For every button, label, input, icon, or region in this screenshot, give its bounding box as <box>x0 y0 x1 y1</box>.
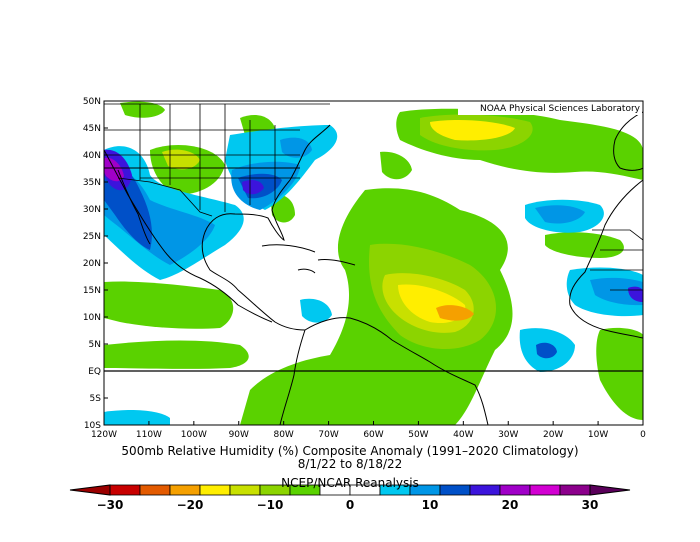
africa-borders <box>590 229 643 291</box>
coastline <box>104 149 273 323</box>
dry-anomaly-region <box>240 188 513 425</box>
lat-tick-label: 20N <box>83 259 101 269</box>
lon-tick-label: 70W <box>318 430 338 440</box>
lat-tick-label: 35N <box>83 178 101 188</box>
lon-tick-label: 90W <box>229 430 249 440</box>
lon-tick-label: 120W <box>91 430 117 440</box>
anomaly-field <box>104 101 643 425</box>
dry-anomaly-region <box>436 305 474 321</box>
lat-tick-label: 15N <box>83 286 101 296</box>
lon-tick-label: 40W <box>453 430 473 440</box>
lon-tick-label: 30W <box>498 430 518 440</box>
lon-tick-label: 20W <box>543 430 563 440</box>
colorbar-label: −30 <box>97 498 124 512</box>
lat-tick-label: 50N <box>83 97 101 107</box>
longitude-axis: 120W 110W 100W 90W 80W 70W 60W 50W 40W 30W 20W 10W 0 <box>91 421 646 440</box>
lat-tick-label: 25N <box>83 232 101 242</box>
dry-anomaly-region <box>545 232 624 258</box>
lat-tick-label: 40N <box>83 151 101 161</box>
dry-anomaly-region <box>162 149 200 170</box>
colorbar: −30 −20 −10 0 10 20 30 <box>69 484 631 512</box>
coastline <box>279 329 306 425</box>
dry-anomaly-region <box>104 281 234 329</box>
coastline <box>297 268 316 274</box>
moist-anomaly-region <box>300 298 332 323</box>
lat-tick-label: 5N <box>89 340 101 350</box>
lat-tick-label: EQ <box>88 367 101 377</box>
lon-tick-label: 110W <box>136 430 162 440</box>
lat-tick-label: 45N <box>83 124 101 134</box>
caption-dates: 8/1/22 to 8/18/22 <box>297 457 403 471</box>
dry-anomaly-region <box>596 327 643 420</box>
colorbar-label: 10 <box>422 498 439 512</box>
lon-tick-label: 100W <box>181 430 207 440</box>
lat-tick-label: 10N <box>83 313 101 323</box>
colorbar-min-arrow <box>69 484 111 496</box>
lat-tick-label: 5S <box>90 394 102 404</box>
coastlines <box>104 111 643 425</box>
state-lines <box>104 104 300 212</box>
coastline <box>569 179 643 339</box>
lon-tick-label: 60W <box>363 430 383 440</box>
moist-anomaly-region <box>242 180 264 195</box>
colorbar-label: −10 <box>257 498 284 512</box>
dry-anomaly-region <box>120 101 165 118</box>
dry-anomaly-region <box>104 340 249 369</box>
dry-anomaly-region <box>380 151 412 180</box>
dry-anomaly-region <box>430 120 515 141</box>
lon-tick-label: 80W <box>273 430 293 440</box>
latitude-axis: 50N 45N 40N 35N 30N 25N 20N 15N 10N 5N EQ 5S 10S <box>83 97 108 431</box>
colorbar-label: 20 <box>502 498 519 512</box>
lat-tick-label: 10S <box>84 421 101 431</box>
coastline <box>117 169 151 245</box>
coastline <box>304 317 489 425</box>
coastline <box>261 244 316 253</box>
moist-anomaly-region <box>590 277 643 306</box>
credit-background <box>458 102 642 115</box>
lon-tick-label: 0 <box>640 430 646 440</box>
credit-label: NOAA Physical Sciences Laboratory <box>480 104 641 114</box>
caption-title: 500mb Relative Humidity (%) Composite An… <box>121 444 579 458</box>
lon-tick-label: 50W <box>408 430 428 440</box>
colorbar-max-arrow <box>589 484 631 496</box>
caption-source: NCEP/NCAR Reanalysis <box>281 476 419 490</box>
coastline <box>317 259 356 266</box>
moist-anomaly-region <box>104 410 170 425</box>
colorbar-label: −20 <box>177 498 204 512</box>
coastline <box>613 111 643 171</box>
lat-tick-label: 30N <box>83 205 101 215</box>
coastline <box>201 124 331 331</box>
lon-tick-label: 10W <box>588 430 608 440</box>
boundaries <box>104 103 643 291</box>
us-mexico-border <box>117 177 213 217</box>
moist-anomaly-region <box>536 342 557 359</box>
colorbar-label: 30 <box>582 498 599 512</box>
moist-anomaly-region <box>628 286 643 302</box>
colorbar-label: 0 <box>346 498 354 512</box>
moist-anomaly-region <box>535 205 585 224</box>
